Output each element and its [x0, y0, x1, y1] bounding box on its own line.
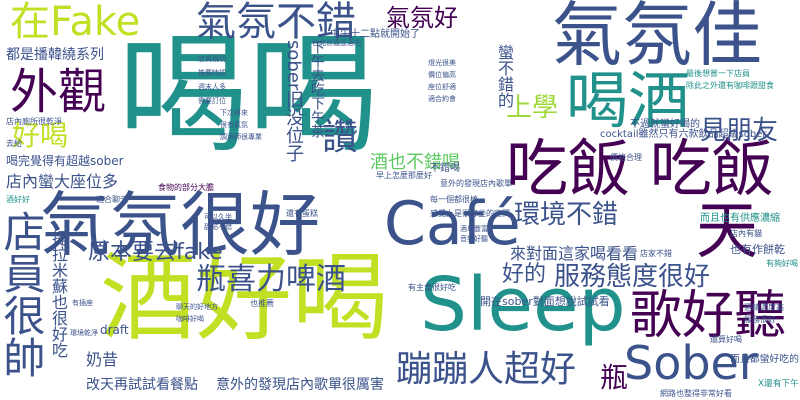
word: 甜點不錯	[204, 223, 232, 231]
word: 服務態度很好	[554, 262, 711, 292]
word: Sleep	[420, 262, 626, 348]
word: 店員親切	[198, 55, 226, 63]
word: 而且都蠻好吃的	[730, 353, 799, 365]
word: Café	[384, 189, 521, 259]
word: 奶昔	[86, 350, 119, 369]
word: 適合約會	[428, 95, 456, 103]
word: 瓶喜力啤酒	[196, 262, 346, 297]
word: 酒好喝	[100, 242, 388, 354]
word: 環境乾淨	[70, 329, 98, 337]
word: 有主食很好吃	[408, 283, 456, 292]
word: 不錯喝	[430, 163, 460, 174]
word: 好的	[502, 262, 547, 287]
word: 推薦特調	[198, 69, 226, 77]
word: cocktail雖然只有六款飲品超級sober	[600, 129, 767, 140]
word: 服務很好	[744, 315, 776, 324]
word: 來對面這家喝看看	[510, 244, 639, 263]
word: 燈光很美	[428, 59, 456, 67]
word: 都是播韓繞系列	[6, 47, 104, 63]
word: 感覺上是很好坐的空間	[430, 209, 510, 218]
word: 店員很帥	[0, 210, 46, 378]
word: 酒好好	[6, 195, 30, 204]
word: 酒單豐富	[460, 225, 488, 233]
word: 每一個都很棒	[430, 195, 478, 204]
word: 酒精濃度高	[744, 303, 784, 312]
word: 還算好喝	[710, 335, 742, 344]
word: 外觀	[10, 64, 107, 120]
word: 意外的發現店內歌單很厲害	[216, 377, 384, 393]
word: 可以久坐	[204, 213, 232, 221]
word: 聊天的好地方	[176, 303, 218, 311]
word: 店家不錯	[640, 249, 672, 258]
word: 上學	[506, 93, 559, 123]
word: 有夠好喝	[766, 259, 798, 268]
word: 週末人多	[198, 83, 226, 91]
word: 氣氛不錯	[196, 0, 356, 45]
word: 氣氛佳	[552, 0, 762, 76]
word: 食物的部分大膽	[158, 183, 214, 192]
word: 喝酒	[566, 64, 691, 137]
word: 咖啡好喝	[176, 315, 204, 323]
word: 天	[696, 194, 759, 267]
word: 座位舒適	[428, 83, 456, 91]
word: 音樂好聽	[460, 235, 488, 243]
word: 提拉米蘇也很好吃	[49, 230, 68, 358]
word: 很有氣氛	[220, 121, 248, 129]
word: 有插座	[72, 299, 93, 307]
word: 瓶	[600, 361, 629, 394]
word: 意外的發現店內歌單	[440, 179, 512, 188]
word: 還有蛋糕	[286, 209, 318, 218]
word: 蠻不錯的	[495, 44, 514, 108]
word: 不過就蠻好喝的	[630, 119, 700, 130]
word: 改天再試試看餐點	[86, 377, 198, 393]
word: 下次再來	[220, 109, 248, 117]
word: 下午去吃下午茶	[309, 40, 325, 138]
word: 歌好聽	[630, 286, 787, 346]
word: 吃飯 吃飯	[506, 132, 774, 205]
word: 台北信義區酒吧	[312, 39, 361, 47]
word: 酒也不錯喝	[370, 152, 460, 173]
word: 調酒師很專業	[220, 133, 262, 141]
word: 店內蠻大座位多	[6, 172, 119, 191]
word: 見朋友	[700, 116, 779, 146]
word: 氣氛好	[386, 4, 458, 32]
word: 需要訂位	[198, 97, 226, 105]
word: 店內有貓	[730, 229, 762, 238]
word: Sober	[624, 336, 758, 390]
word: 價位偏高	[428, 71, 456, 79]
word: 價格合理	[610, 153, 642, 162]
word: 去給	[6, 139, 22, 148]
word: 好喝	[12, 119, 69, 152]
word: 蹦蹦人超好	[396, 349, 577, 390]
word: 環境不錯	[514, 200, 619, 230]
word: 中午十二點就開始了	[330, 29, 420, 40]
word: X還有下午	[758, 379, 799, 389]
word: 適合聊天	[96, 195, 128, 204]
word: draft	[100, 323, 129, 337]
word: 也推薦	[250, 299, 274, 308]
word: 開在sober對面想說試試看	[480, 295, 610, 308]
word: 讚	[322, 117, 359, 158]
word: 早上怎麼那麼好	[376, 171, 432, 180]
word: 原本要去fake	[88, 240, 223, 265]
word: 喝喝	[118, 19, 379, 171]
word: 最後想嘗一下店員	[686, 69, 750, 78]
word: 網路也整得非常好看	[660, 389, 732, 398]
word: 在Fake	[10, 0, 141, 45]
word: 也有作餅乾	[730, 243, 785, 256]
word: 而且也有供應濃縮	[700, 213, 780, 224]
word: 店內廁所很乾淨	[6, 117, 62, 126]
word: 除此之外還有咖啡跟甜食	[686, 81, 774, 90]
word: 喝完覺得有超越sober	[6, 154, 124, 168]
word: sober旧没位子	[283, 40, 304, 163]
word: 氣氛很好	[40, 184, 320, 266]
